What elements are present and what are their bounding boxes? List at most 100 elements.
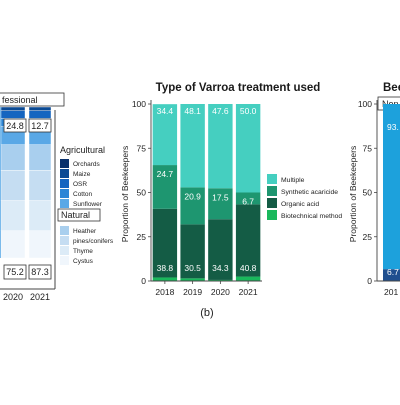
left-bar-segment — [0, 170, 26, 201]
bar-segment-biotechnical-method — [180, 278, 205, 281]
left-bar-segment — [28, 230, 52, 259]
left-value-label-top: 12.7 — [31, 121, 49, 131]
left-legend-swatch — [60, 159, 69, 168]
left-value-box — [28, 118, 52, 133]
left-bar-segment — [0, 106, 26, 111]
right-y-tick-label: 75 — [363, 143, 373, 153]
left-legend-swatch — [60, 226, 69, 235]
left-legend-swatch — [60, 246, 69, 255]
left-value-box — [3, 118, 27, 133]
left-bar-segment — [28, 144, 52, 171]
left-legend-label: Thyme — [73, 248, 93, 255]
bar-segment-synthetic-acaricide — [235, 192, 261, 205]
bar-data-label: 34.4 — [157, 106, 174, 116]
left-value-label-bottom: 87.3 — [31, 267, 49, 277]
x-tick-label: 2019 — [183, 287, 202, 297]
legend-swatch — [267, 198, 277, 208]
bar-segment-multiple — [152, 104, 178, 166]
panel-caption: (b) — [200, 307, 213, 319]
bar-segment-multiple — [180, 104, 205, 188]
bar-data-label: 17.5 — [212, 192, 229, 202]
bar-segment-organic-acid — [152, 208, 178, 278]
legend-swatch — [267, 174, 277, 184]
bar-segment-biotechnical-method — [152, 277, 178, 281]
bar-data-label: 40.8 — [240, 263, 257, 273]
left-value-label-top: 24.8 — [6, 121, 24, 131]
legend-label: Multiple — [281, 177, 305, 184]
left-legend-swatch — [60, 169, 69, 178]
legend-swatch — [267, 186, 277, 196]
left-subtitle: fessional — [2, 95, 38, 105]
bar-segment-biotechnical-method — [235, 276, 261, 281]
bar-segment-organic-acid — [235, 204, 261, 277]
bar-segment-organic-acid — [208, 219, 233, 280]
bar-segment-multiple — [235, 104, 261, 193]
y-tick-label: 100 — [132, 99, 146, 109]
bar-segment-synthetic-acaricide — [152, 165, 178, 209]
left-bar-segment — [0, 230, 26, 259]
left-x-tick-label: 2020 — [3, 292, 23, 302]
left-legend-swatch — [60, 256, 69, 265]
bar-data-label: 20.9 — [184, 191, 201, 201]
left-bar-segment — [28, 170, 52, 201]
left-x-tick-label: 2021 — [30, 292, 50, 302]
left-legend-title: Agricultural — [60, 145, 105, 155]
y-axis-label: Proportion of Beekeepers — [120, 146, 130, 242]
bar-data-label: 50.0 — [240, 106, 257, 116]
left-value-box — [28, 264, 52, 280]
bar-segment-organic-acid — [180, 224, 205, 279]
left-value-label-bottom: 75.2 — [6, 267, 24, 277]
x-tick-label: 2020 — [211, 287, 230, 297]
left-bar-segment — [28, 200, 52, 232]
left-legend-title: Natural — [61, 210, 90, 220]
right-bar-data-label: 93. — [387, 122, 399, 132]
left-bar-segment — [28, 110, 52, 119]
bar-segment-multiple — [208, 104, 233, 189]
right-bar-data-label: 6.7 — [387, 267, 399, 277]
left-legend-label: Cystus — [73, 258, 94, 265]
bar-segment-synthetic-acaricide — [180, 187, 205, 225]
right-y-tick-label: 25 — [363, 232, 373, 242]
left-bar-segment — [28, 106, 52, 111]
chart-title: Type of Varroa treatment used — [156, 82, 321, 94]
bar-segment-biotechnical-method — [208, 279, 233, 281]
bar-data-label: 30.5 — [184, 263, 201, 273]
legend-label: Organic acid — [281, 201, 319, 208]
left-bar-segment — [0, 110, 26, 119]
left-legend-label: Heather — [73, 228, 97, 235]
x-tick-label: 2018 — [155, 287, 174, 297]
bar-data-label: 38.8 — [157, 263, 174, 273]
left-legend-swatch — [60, 189, 69, 198]
left-legend-label: Maize — [73, 171, 91, 178]
left-value-box — [3, 264, 27, 280]
right-chart-title: Bee — [383, 82, 400, 94]
bar-data-label: 47.6 — [212, 106, 229, 116]
y-tick-label: 75 — [137, 143, 147, 153]
left-legend-swatch — [60, 199, 69, 208]
right-x-tick-label: 201 — [384, 287, 398, 297]
left-legend-label: pines/conifers — [73, 238, 114, 245]
left-legend-swatch — [60, 236, 69, 245]
right-y-tick-label: 0 — [367, 276, 372, 286]
bar-data-label: 34.3 — [212, 263, 229, 273]
legend-swatch — [267, 210, 277, 220]
bar-data-label: 24.7 — [157, 169, 174, 179]
bar-data-label: 48.1 — [184, 106, 201, 116]
y-tick-label: 25 — [137, 232, 147, 242]
x-tick-label: 2021 — [239, 287, 258, 297]
y-tick-label: 0 — [141, 276, 146, 286]
bar-data-label: 6.7 — [242, 197, 254, 207]
right-bar-segment — [383, 269, 400, 281]
right-y-tick-label: 100 — [358, 99, 372, 109]
bar-segment-synthetic-acaricide — [208, 188, 233, 220]
left-legend-label: OSR — [73, 181, 87, 188]
left-legend-label: Orchards — [73, 161, 100, 168]
left-legend-label: Sunflower — [73, 201, 103, 208]
left-bar-segment — [0, 200, 26, 232]
left-subtitle-box — [0, 92, 65, 107]
right-bar-segment — [383, 104, 400, 270]
y-tick-label: 50 — [137, 188, 147, 198]
legend-label: Synthetic acaricide — [281, 189, 338, 196]
